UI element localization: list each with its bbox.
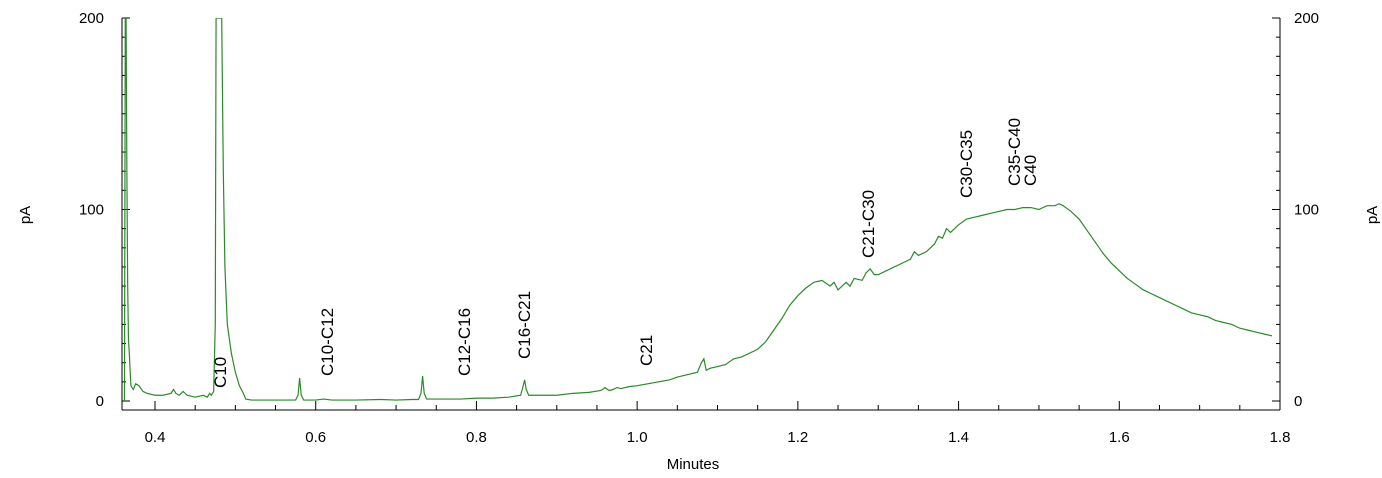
x-tick-label: 0.4: [145, 429, 166, 446]
y-tick-label-left: 200: [79, 10, 104, 27]
peak-label: C10-C12: [318, 308, 337, 376]
axes-frame: [121, 18, 1281, 411]
y-tick-label-left: 0: [96, 393, 104, 410]
peak-label: C35-C40: [1005, 118, 1024, 186]
peak-label: C21-C30: [859, 190, 878, 258]
x-tick-label: 1.4: [948, 429, 969, 446]
x-tick-label: 1.6: [1109, 429, 1130, 446]
peak-label: C30-C35: [957, 130, 976, 198]
y-tick-label-right: 200: [1294, 10, 1319, 27]
series-layer: [123, 18, 1273, 402]
y-tick-label-left: 100: [79, 202, 104, 219]
y-tick-label-right: 0: [1294, 393, 1302, 410]
x-axis-title: Minutes: [667, 456, 720, 473]
peak-label: C21: [637, 335, 656, 366]
y-axis-title-left: pA: [17, 206, 34, 224]
peak-label: C16-C21: [515, 291, 534, 359]
peak-label: C10: [211, 357, 230, 388]
x-tick-label: 0.6: [305, 429, 326, 446]
peak-annotations: C10 C10-C12 C12-C16 C16-C21 C21 C21-C30 C30-C3…: [211, 118, 1040, 388]
peak-label: C12-C16: [455, 308, 474, 376]
x-tick-label: 1.0: [627, 429, 648, 446]
x-tick-label: 1.2: [787, 429, 808, 446]
x-tick-label: 1.8: [1270, 429, 1291, 446]
y-axis-title-right: pA: [1364, 206, 1381, 224]
x-tick-label: 0.8: [466, 429, 487, 446]
series-line: [123, 18, 1273, 402]
y-tick-label-right: 100: [1294, 202, 1319, 219]
peak-label: C40: [1021, 155, 1040, 186]
axis-ticks: 0 0 100 100 200 200 0.4 0.6 0.8 1.0 1.2 1.4 1.6 1.8: [79, 10, 1319, 446]
